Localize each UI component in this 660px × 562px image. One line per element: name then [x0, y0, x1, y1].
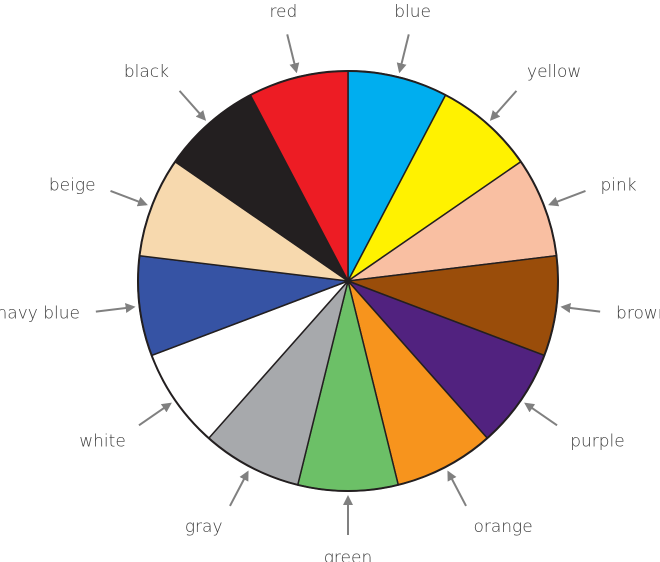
- arrow-blue: [396, 34, 410, 74]
- label-green: green: [324, 548, 373, 562]
- label-orange: orange: [473, 517, 532, 537]
- arrow-yellow: [489, 90, 518, 121]
- label-blue: blue: [394, 2, 431, 22]
- label-purple: purple: [570, 431, 625, 451]
- label-brown: brown: [616, 304, 660, 324]
- wheel-outline: [137, 70, 559, 492]
- arrow-black: [178, 90, 207, 121]
- label-yellow: yellow: [527, 62, 581, 82]
- label-navy-blue: navy blue: [0, 304, 80, 324]
- label-beige: beige: [49, 175, 96, 195]
- label-gray: gray: [185, 517, 223, 537]
- arrow-brown: [560, 303, 601, 313]
- label-black: black: [124, 62, 169, 82]
- arrow-red: [286, 34, 300, 74]
- label-red: red: [269, 2, 297, 22]
- arrow-navy-blue: [95, 303, 136, 313]
- arrow-beige: [110, 189, 148, 207]
- label-white: white: [79, 431, 126, 451]
- arrow-orange: [447, 470, 467, 507]
- wheel-slices: [137, 70, 559, 492]
- arrow-gray: [229, 470, 249, 507]
- label-pink: pink: [600, 175, 636, 195]
- arrow-white: [138, 402, 172, 427]
- label-arrows: [95, 34, 601, 535]
- arrow-pink: [548, 189, 586, 207]
- arrow-purple: [524, 402, 558, 427]
